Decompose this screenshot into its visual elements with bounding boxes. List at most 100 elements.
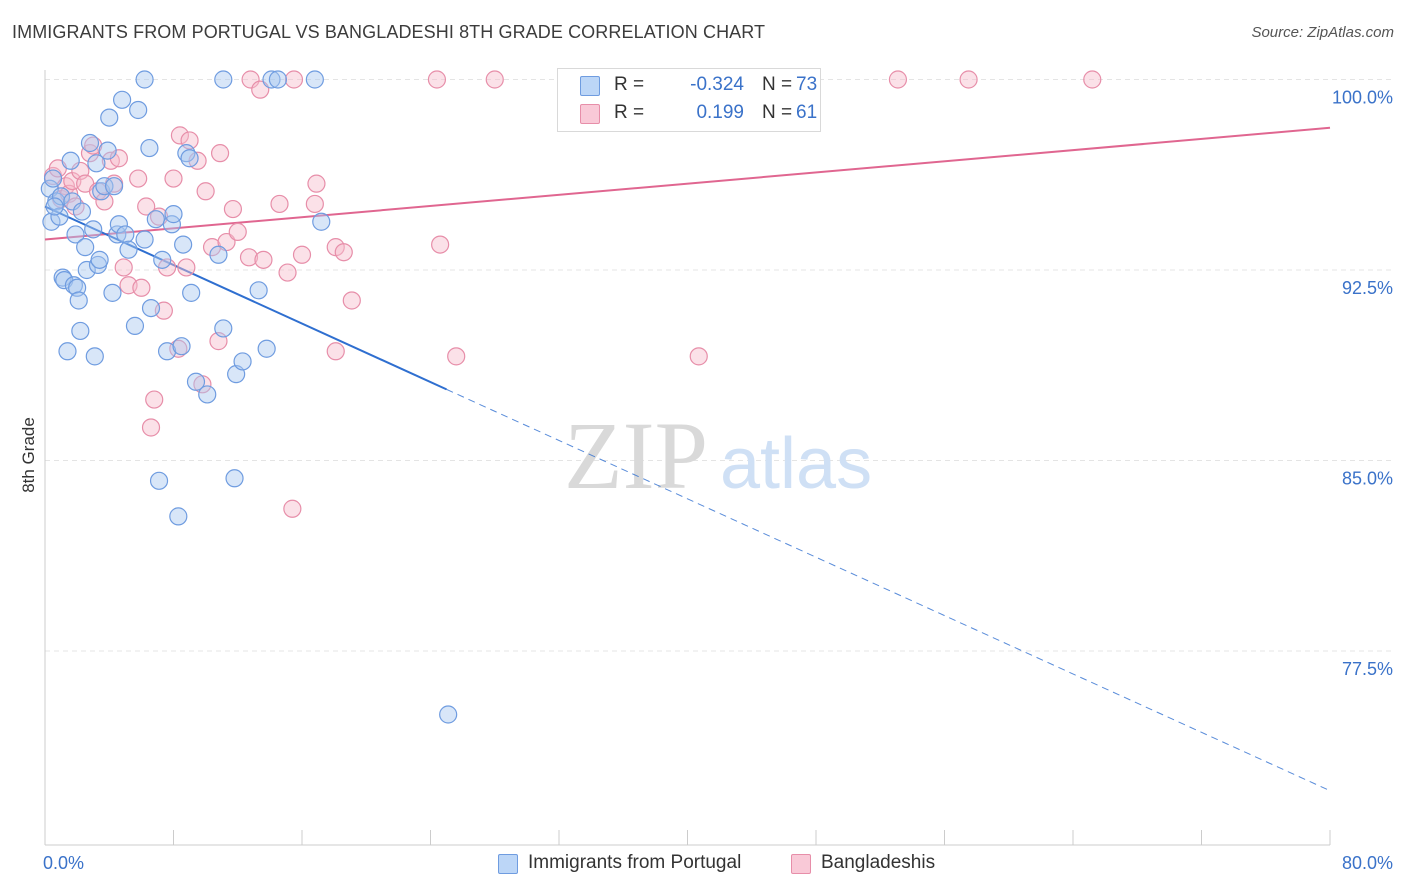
portugal-point — [262, 70, 281, 89]
bangladeshis-point — [334, 243, 353, 262]
portugal-point — [98, 141, 117, 160]
portugal-point — [51, 187, 71, 206]
bangladeshis-point — [485, 70, 504, 89]
bangladeshis-point — [228, 222, 247, 241]
portugal-point — [198, 385, 217, 404]
watermark-atlas: atlas — [720, 424, 872, 504]
n-label: N = — [762, 102, 793, 123]
portugal-point — [169, 507, 188, 526]
bangladeshis-point — [292, 245, 312, 264]
portugal-point — [104, 177, 124, 196]
portugal-point — [249, 281, 268, 300]
source-label: Source: ZipAtlas.com — [1251, 24, 1394, 41]
portugal-point — [164, 205, 183, 224]
portugal-point — [257, 339, 276, 358]
bangladeshis-point — [284, 70, 304, 89]
portugal-point — [80, 133, 100, 153]
trend-lines — [44, 126, 1331, 792]
bangladeshis-legend-swatch — [791, 854, 811, 874]
portugal-point — [312, 212, 331, 231]
portugal-point — [112, 90, 132, 109]
bangladeshis-point — [431, 235, 450, 254]
y-tick-label: 85.0% — [1342, 469, 1393, 489]
bangladeshis-point — [137, 197, 156, 216]
bangladeshis-point — [164, 169, 183, 188]
portugal-point — [129, 100, 148, 120]
portugal-trend-extension — [446, 388, 1331, 792]
portugal-point — [135, 230, 154, 249]
bangladeshis-point — [305, 194, 324, 214]
portugal-point — [135, 70, 154, 89]
bangladeshis-swatch — [580, 104, 600, 124]
portugal-point — [66, 225, 85, 244]
bangladeshis-point — [689, 347, 708, 366]
portugal-point — [71, 321, 90, 341]
portugal-point — [50, 207, 69, 226]
bangladeshis-point — [210, 144, 230, 163]
portugal-point — [77, 260, 96, 280]
bangladeshis-point — [114, 258, 133, 277]
portugal-point — [103, 283, 122, 302]
portugal-point — [233, 352, 252, 371]
portugal-point — [214, 70, 233, 89]
bangladeshis-point — [278, 263, 297, 282]
portugal-point — [87, 154, 106, 173]
bangladeshis-point — [84, 136, 103, 155]
bangladeshis-point — [447, 347, 466, 366]
bangladeshis-point — [145, 390, 164, 409]
y-tick-label: 100.0% — [1332, 88, 1393, 108]
portugal-point — [61, 151, 80, 170]
stats-legend: R = -0.324 N = 73 R = 0.199 N = 61 — [557, 68, 821, 132]
bangladeshis-point — [427, 70, 447, 89]
portugal-point — [125, 316, 145, 335]
portugal-point — [225, 469, 244, 488]
portugal-point — [69, 291, 88, 310]
portugal-point — [45, 197, 64, 216]
portugal-point — [90, 250, 109, 269]
bangladeshis-trend-line — [44, 126, 1331, 241]
portugal-point — [100, 108, 119, 127]
bangladeshis-legend-label: Bangladeshis — [821, 852, 936, 873]
portugal-point — [140, 138, 159, 158]
portugal-legend-label: Immigrants from Portugal — [528, 852, 742, 873]
bangladeshis-point — [95, 192, 114, 211]
y-tick-label: 92.5% — [1342, 278, 1393, 298]
portugal-point — [174, 235, 193, 254]
watermark: ZIP atlas — [564, 402, 872, 509]
portugal-points — [40, 70, 458, 724]
bangladeshis-r-value: 0.199 — [696, 102, 744, 123]
bangladeshis-point — [141, 418, 161, 437]
portugal-swatch — [580, 76, 600, 96]
portugal-point — [180, 149, 199, 168]
portugal-point — [72, 202, 92, 221]
portugal-point — [209, 245, 228, 264]
x-tick-label-end: 80.0% — [1342, 853, 1393, 873]
portugal-point — [43, 169, 63, 188]
bangladeshis-point — [169, 339, 188, 358]
portugal-point — [141, 299, 161, 318]
bangladeshis-point — [202, 238, 222, 257]
portugal-n-value: 73 — [796, 74, 818, 95]
n-label: N = — [762, 74, 793, 95]
bangladeshis-point — [177, 258, 196, 277]
portugal-point — [76, 238, 95, 257]
axes — [44, 70, 1331, 846]
portugal-point — [116, 225, 135, 244]
bangladeshis-point — [132, 278, 151, 297]
bangladeshis-point — [1083, 70, 1102, 89]
bangladeshis-points — [43, 70, 1102, 518]
y-tick-label: 77.5% — [1342, 659, 1393, 679]
portugal-point — [177, 144, 196, 163]
bangladeshis-point — [251, 80, 270, 99]
bangladeshis-point — [283, 499, 302, 518]
portugal-point — [109, 215, 128, 234]
portugal-point — [157, 342, 177, 361]
portugal-point — [153, 250, 172, 269]
portugal-point — [268, 70, 288, 89]
watermark-zip: ZIP — [564, 402, 708, 509]
bangladeshis-point — [129, 169, 148, 188]
bangladeshis-point — [170, 126, 190, 145]
y-axis-title: 8th Grade — [19, 417, 38, 493]
bangladeshis-point — [326, 342, 345, 361]
